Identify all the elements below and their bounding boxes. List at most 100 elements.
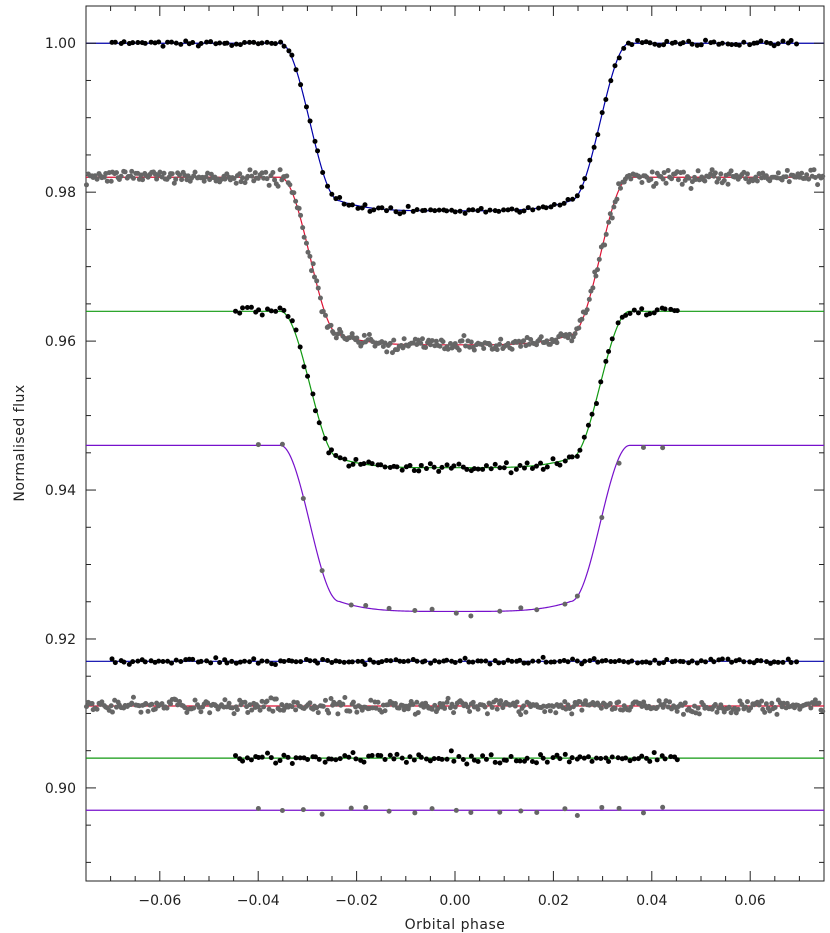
data-point xyxy=(461,333,467,339)
residual-point xyxy=(196,704,202,710)
residual-point xyxy=(726,704,732,710)
residual-point xyxy=(142,659,148,665)
data-point xyxy=(794,41,800,47)
data-point xyxy=(240,175,245,181)
residual-point xyxy=(478,658,484,664)
data-point xyxy=(665,167,671,173)
residual-point xyxy=(89,701,95,707)
residual-point xyxy=(711,659,717,665)
data-point xyxy=(521,338,527,344)
residual-point xyxy=(744,699,750,705)
residual-point xyxy=(405,658,411,664)
data-point xyxy=(538,460,544,466)
residual-point xyxy=(536,658,542,664)
data-point xyxy=(729,42,735,48)
residual-point xyxy=(240,758,246,764)
residual-point xyxy=(812,697,818,703)
data-point xyxy=(525,205,531,211)
data-point xyxy=(242,39,248,45)
data-point xyxy=(192,169,198,175)
data-point xyxy=(312,274,317,280)
residual-point xyxy=(289,658,295,664)
data-point xyxy=(587,157,593,163)
data-point xyxy=(337,455,343,461)
data-point xyxy=(331,330,337,336)
residual-point xyxy=(695,705,701,711)
residual-point xyxy=(429,706,435,712)
data-point xyxy=(457,208,463,214)
data-point xyxy=(423,345,429,351)
data-point xyxy=(663,180,669,186)
data-point xyxy=(387,340,393,346)
residual-point xyxy=(265,750,271,756)
residual-point xyxy=(534,809,540,815)
residual-point xyxy=(285,754,291,760)
data-point xyxy=(586,296,592,302)
residual-point xyxy=(378,753,384,759)
data-point xyxy=(721,177,727,183)
residual-point xyxy=(451,758,457,764)
residual-point xyxy=(656,698,662,704)
data-point xyxy=(281,307,287,313)
residual-point xyxy=(394,751,400,757)
residual-point xyxy=(494,706,500,712)
plot-frame xyxy=(85,5,825,882)
data-point xyxy=(379,205,385,211)
x-tick-label: −0.04 xyxy=(237,893,280,909)
residual-point xyxy=(222,697,228,703)
data-point xyxy=(488,466,494,472)
residual-point xyxy=(369,753,375,759)
residual-point xyxy=(233,660,239,666)
data-point xyxy=(444,208,450,214)
data-point xyxy=(680,169,686,175)
data-point xyxy=(694,42,700,48)
residual-point xyxy=(422,658,428,664)
data-point xyxy=(244,304,250,310)
data-point xyxy=(627,310,633,316)
data-point xyxy=(165,39,171,45)
residual-point xyxy=(569,711,575,717)
data-point xyxy=(122,169,128,175)
residual-point xyxy=(307,658,313,664)
data-point xyxy=(333,452,339,458)
data-point xyxy=(371,207,377,213)
data-point xyxy=(579,184,585,190)
data-point xyxy=(303,104,309,110)
data-point xyxy=(567,331,573,337)
data-point xyxy=(780,38,786,44)
data-point xyxy=(736,42,742,48)
residual-point xyxy=(99,699,105,705)
residual-point xyxy=(628,704,634,710)
residual-point xyxy=(213,655,219,661)
residual-point xyxy=(518,808,524,814)
residual-point xyxy=(598,755,604,761)
residual-point xyxy=(261,704,267,710)
data-point xyxy=(451,463,457,469)
residual-point xyxy=(660,804,666,810)
data-point xyxy=(574,193,580,199)
residual-point xyxy=(300,807,306,813)
data-point xyxy=(414,341,420,347)
residual-point xyxy=(579,707,585,713)
data-point xyxy=(689,41,695,47)
data-point xyxy=(348,602,354,608)
residual-point xyxy=(322,697,328,703)
residual-point xyxy=(444,657,450,663)
residual-point xyxy=(156,658,162,664)
data-point xyxy=(653,181,659,187)
data-point xyxy=(333,196,339,202)
residual-point xyxy=(629,658,635,664)
residual-point xyxy=(612,706,618,712)
data-point xyxy=(231,176,237,181)
residual-point xyxy=(208,660,214,666)
residual-point xyxy=(581,755,587,761)
data-point xyxy=(728,168,734,174)
residual-point xyxy=(542,709,548,715)
residual-point xyxy=(735,706,741,712)
residual-point xyxy=(780,659,786,665)
data-point xyxy=(686,175,692,181)
data-point xyxy=(562,601,568,607)
fit-line-1 xyxy=(86,176,824,346)
data-point xyxy=(602,242,608,248)
data-point xyxy=(709,167,715,173)
